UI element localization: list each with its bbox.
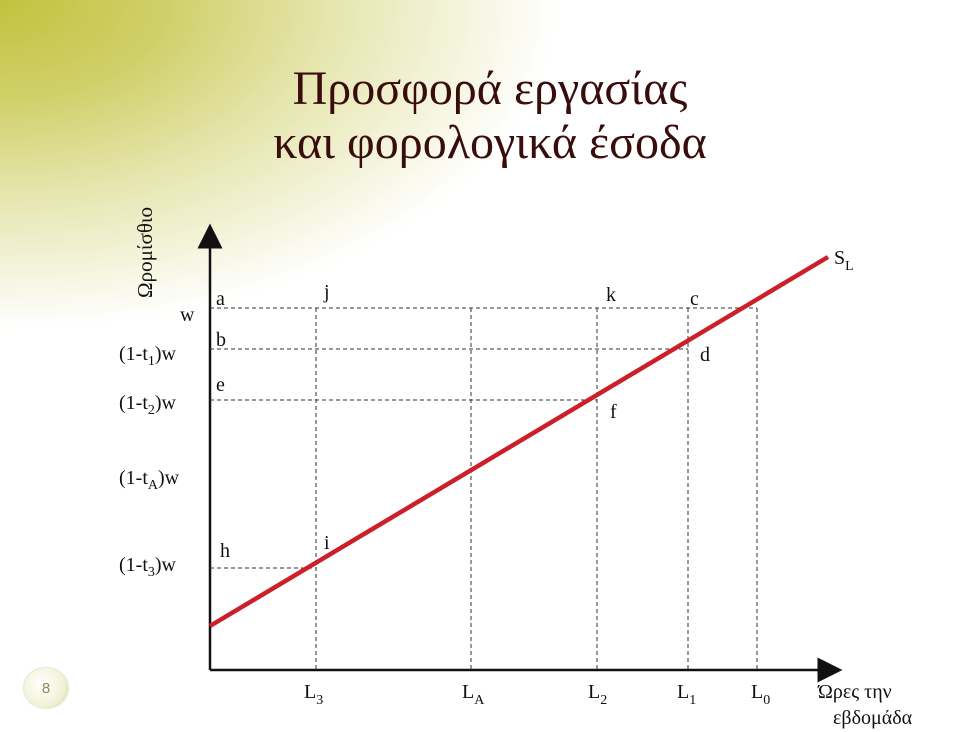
- supply-curve: [208, 255, 830, 628]
- title-line-2: και φορολογικά έσοδα: [273, 116, 707, 169]
- point-label-j: j: [323, 281, 330, 303]
- hours-label-LA: LA: [462, 681, 485, 708]
- wage-label-tA: (1-tA)w: [119, 467, 180, 493]
- point-label-i: i: [324, 532, 330, 554]
- point-label-a: a: [216, 288, 225, 310]
- wage-label-t2: (1-t2)w: [119, 392, 177, 418]
- hours-label-L1: L1: [677, 681, 696, 708]
- title-line-1: Προσφορά εργασίας: [292, 62, 688, 115]
- slide-number: 8: [41, 679, 51, 697]
- point-label-c: c: [690, 288, 699, 310]
- point-label-e: e: [216, 374, 225, 396]
- x-axis-title-line-1: Ώρες την: [817, 681, 892, 703]
- point-label-d: d: [700, 344, 710, 366]
- point-label-h: h: [220, 540, 230, 562]
- curve-label: SL: [834, 247, 854, 274]
- hours-label-L3: L3: [304, 681, 323, 708]
- point-label-b: b: [216, 329, 226, 351]
- y-axis-title: Ωρομίσθιο: [133, 207, 157, 298]
- slide-number-badge: 8: [24, 668, 68, 708]
- wage-label-w: w: [180, 304, 195, 326]
- wage-label-t1: (1-t1)w: [119, 343, 177, 369]
- wage-label-t3: (1-t3)w: [119, 554, 177, 580]
- point-label-f: f: [610, 401, 617, 423]
- point-label-k: k: [606, 284, 616, 306]
- slide-title: Προσφορά εργασίας και φορολογικά έσοδα: [150, 62, 830, 170]
- hours-label-L2: L2: [588, 681, 607, 708]
- x-axis-title-line-2: εβδομάδα: [833, 707, 913, 729]
- hours-label-L0: L0: [751, 681, 770, 708]
